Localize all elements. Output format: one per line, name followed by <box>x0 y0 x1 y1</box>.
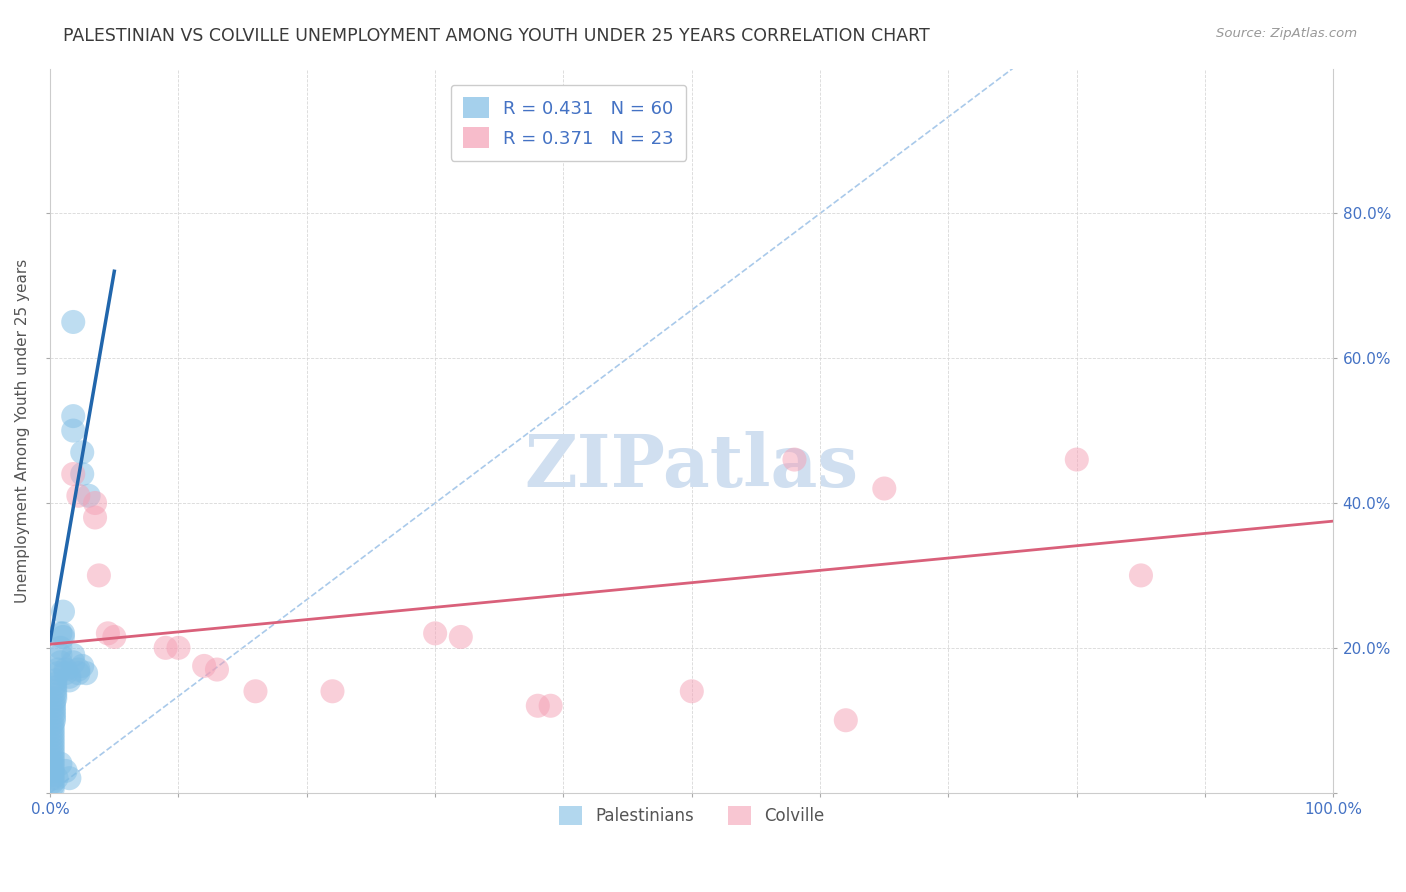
Point <box>41 753 63 767</box>
Point <box>167 640 190 655</box>
Point <box>103 630 125 644</box>
Point <box>41 764 63 778</box>
Point <box>77 489 100 503</box>
Point <box>62 315 84 329</box>
Point <box>84 510 107 524</box>
Point <box>44 691 66 706</box>
Point <box>42 713 65 727</box>
Point <box>41 724 63 739</box>
Point <box>58 673 80 688</box>
Legend: Palestinians, Colville: Palestinians, Colville <box>548 796 835 835</box>
Point <box>155 640 177 655</box>
Point <box>321 684 343 698</box>
Point <box>1130 568 1153 582</box>
Point <box>84 496 107 510</box>
Point <box>41 771 63 785</box>
Point <box>62 648 84 662</box>
Point <box>49 648 72 662</box>
Point <box>62 424 84 438</box>
Point <box>42 695 65 709</box>
Text: PALESTINIAN VS COLVILLE UNEMPLOYMENT AMONG YOUTH UNDER 25 YEARS CORRELATION CHAR: PALESTINIAN VS COLVILLE UNEMPLOYMENT AMO… <box>63 27 929 45</box>
Point <box>55 666 77 681</box>
Point <box>52 630 75 644</box>
Point <box>44 681 66 695</box>
Point <box>62 409 84 423</box>
Point <box>42 706 65 720</box>
Point <box>41 749 63 764</box>
Point <box>46 666 69 681</box>
Point <box>41 774 63 789</box>
Point <box>41 735 63 749</box>
Point <box>49 756 72 771</box>
Point <box>783 452 806 467</box>
Point <box>42 698 65 713</box>
Point <box>67 489 90 503</box>
Point <box>55 764 77 778</box>
Point <box>873 482 896 496</box>
Point <box>41 728 63 742</box>
Point <box>45 771 67 785</box>
Point <box>41 779 63 793</box>
Text: Source: ZipAtlas.com: Source: ZipAtlas.com <box>1216 27 1357 40</box>
Text: ZIPatlas: ZIPatlas <box>524 432 859 502</box>
Point <box>527 698 550 713</box>
Point <box>41 739 63 753</box>
Point <box>58 670 80 684</box>
Point <box>205 663 228 677</box>
Point <box>423 626 446 640</box>
Point <box>75 666 97 681</box>
Point <box>67 666 90 681</box>
Point <box>41 717 63 731</box>
Point <box>540 698 562 713</box>
Point <box>41 760 63 774</box>
Point <box>46 663 69 677</box>
Point <box>41 767 63 781</box>
Point <box>55 663 77 677</box>
Point <box>41 756 63 771</box>
Point <box>450 630 472 644</box>
Point <box>70 445 93 459</box>
Point <box>41 742 63 756</box>
Point <box>62 467 84 481</box>
Point <box>49 626 72 640</box>
Point <box>87 568 110 582</box>
Point <box>835 713 858 727</box>
Point <box>52 626 75 640</box>
Point <box>41 782 63 797</box>
Point <box>1066 452 1088 467</box>
Point <box>49 656 72 670</box>
Point <box>52 605 75 619</box>
Y-axis label: Unemployment Among Youth under 25 years: Unemployment Among Youth under 25 years <box>15 259 30 603</box>
Point <box>42 709 65 723</box>
Point <box>44 688 66 702</box>
Point <box>41 746 63 760</box>
Point <box>70 467 93 481</box>
Point <box>58 771 80 785</box>
Point <box>245 684 267 698</box>
Point <box>44 684 66 698</box>
Point <box>681 684 703 698</box>
Point <box>97 626 120 640</box>
Point <box>44 677 66 691</box>
Point <box>70 659 93 673</box>
Point <box>62 656 84 670</box>
Point <box>67 663 90 677</box>
Point <box>49 640 72 655</box>
Point <box>41 731 63 746</box>
Point <box>42 702 65 716</box>
Point <box>41 721 63 735</box>
Point <box>44 673 66 688</box>
Point <box>193 659 215 673</box>
